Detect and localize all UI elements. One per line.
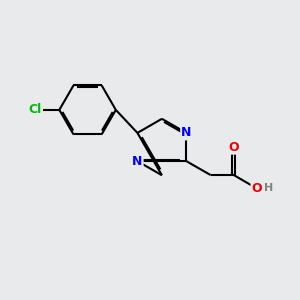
Text: O: O [251,182,262,195]
Text: O: O [229,141,239,154]
Text: Cl: Cl [28,103,41,116]
Text: H: H [264,183,273,193]
Text: N: N [181,126,191,140]
Text: N: N [132,154,142,168]
